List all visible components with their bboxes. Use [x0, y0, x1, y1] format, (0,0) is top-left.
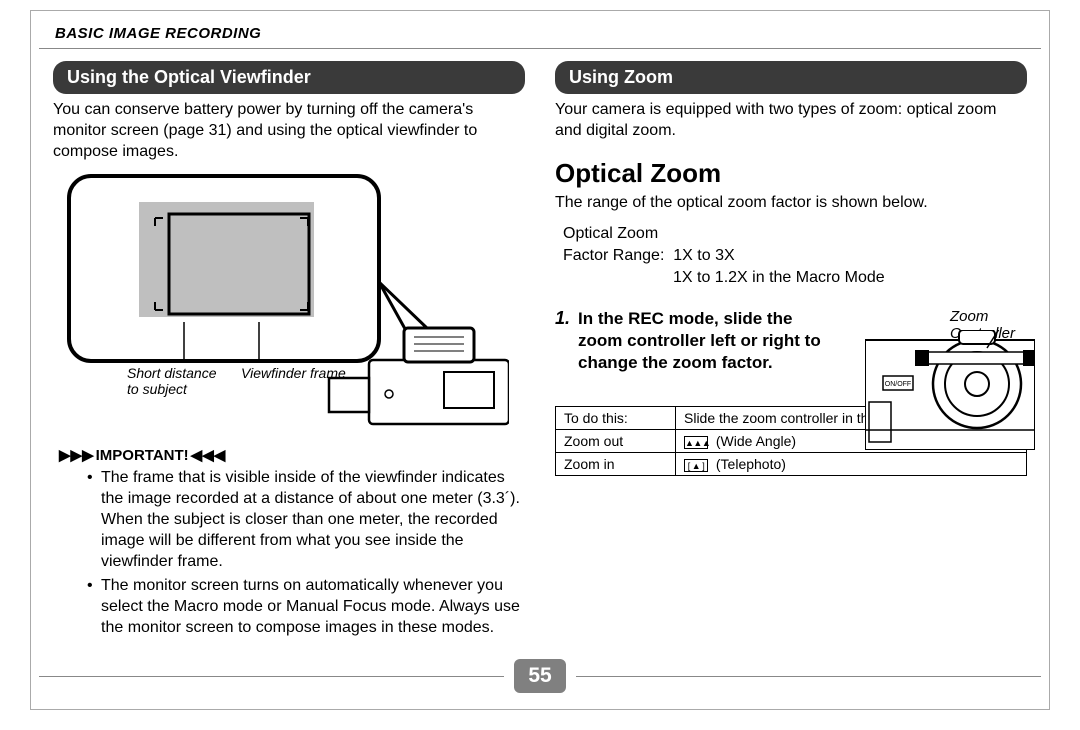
cell-zoom-in: Zoom in [556, 453, 676, 476]
page-number: 55 [514, 659, 565, 693]
factor-range-block: Optical Zoom Factor Range: 1X to 3X 1X t… [563, 223, 1027, 288]
bullet-item: The monitor screen turns on automaticall… [101, 576, 525, 638]
left-heading-pill: Using the Optical Viewfinder [53, 61, 525, 94]
two-column-layout: Using the Optical Viewfinder You can con… [31, 49, 1049, 643]
telephoto-label: (Telephoto) [716, 456, 786, 472]
table-row: Zoom in [ ▲ ] (Telephoto) [556, 453, 1027, 476]
table-header-todo: To do this: [556, 407, 676, 430]
diagram-caption-short-distance: Short distance to subject [127, 365, 217, 397]
left-column: Using the Optical Viewfinder You can con… [53, 61, 525, 643]
left-intro-text: You can conserve battery power by turnin… [53, 100, 525, 162]
important-bullets: The frame that is visible inside of the … [53, 468, 525, 638]
range-intro: The range of the optical zoom factor is … [555, 193, 1027, 214]
cell-zoom-out: Zoom out [556, 430, 676, 453]
important-label: IMPORTANT! [96, 447, 189, 464]
bullet-item: The frame that is visible inside of the … [101, 468, 525, 572]
step-1: 1. In the REC mode, slide the zoom contr… [555, 308, 1027, 374]
diagram-caption-viewfinder-frame: Viewfinder frame [241, 365, 346, 381]
telephoto-icon: [ ▲ ] [684, 459, 708, 472]
wide-angle-icon: ▲▲▲ [684, 436, 708, 449]
range-label: Optical Zoom [563, 223, 1027, 245]
step-instruction: In the REC mode, slide the zoom controll… [578, 308, 828, 374]
optical-zoom-subheading: Optical Zoom [555, 158, 1027, 189]
svg-text:ON/OFF: ON/OFF [885, 381, 911, 388]
camera-top-diagram: ON/OFF [865, 330, 1035, 450]
important-heading: ▶▶▶ IMPORTANT! ◀◀◀ [59, 446, 525, 464]
manual-page: BASIC IMAGE RECORDING Using the Optical … [30, 10, 1050, 710]
footer-rule-left [39, 676, 504, 677]
right-heading-pill: Using Zoom [555, 61, 1027, 94]
forward-icon: ▶▶▶ [59, 446, 94, 464]
wide-angle-label: (Wide Angle) [716, 433, 796, 449]
cell-telephoto: [ ▲ ] (Telephoto) [676, 453, 1027, 476]
footer-rule-right [576, 676, 1041, 677]
viewfinder-diagram: Short distance to subject Viewfinder fra… [49, 172, 509, 432]
right-intro-text: Your camera is equipped with two types o… [555, 100, 1027, 142]
back-icon: ◀◀◀ [191, 446, 226, 464]
range-line-2: 1X to 1.2X in the Macro Mode [563, 267, 1027, 289]
step-number: 1. [555, 308, 570, 374]
range-line-1: Factor Range: 1X to 3X [563, 245, 1027, 267]
section-header: BASIC IMAGE RECORDING [31, 11, 1049, 46]
page-footer: 55 [31, 659, 1049, 693]
right-column: Using Zoom Your camera is equipped with … [555, 61, 1027, 643]
